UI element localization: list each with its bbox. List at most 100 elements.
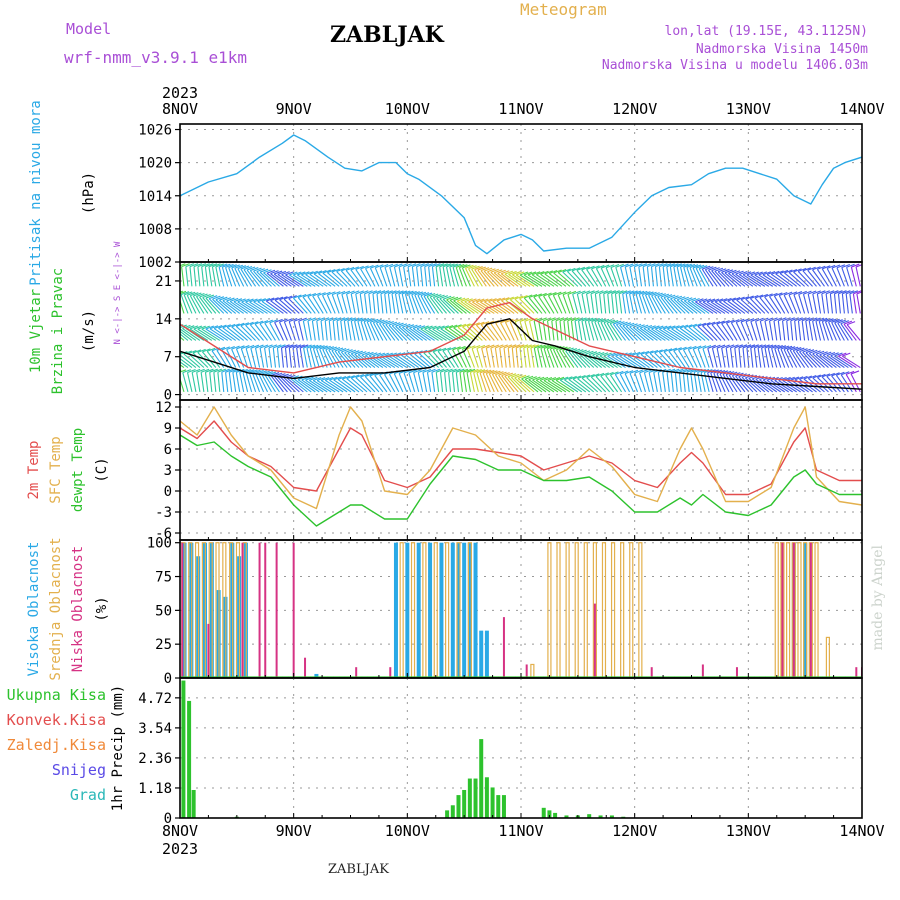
wind-barb xyxy=(368,293,372,314)
wind-barb xyxy=(543,295,555,314)
wind-barb xyxy=(298,317,307,322)
wind-barb xyxy=(457,345,466,350)
cloud-bar xyxy=(355,667,358,678)
wind-barb xyxy=(234,267,245,287)
wind-barb xyxy=(736,318,745,323)
wind-barb xyxy=(647,328,666,341)
wind-barb xyxy=(501,372,510,377)
wind-barb xyxy=(631,351,641,356)
wind-barb xyxy=(350,377,368,393)
wind-barb xyxy=(625,325,642,341)
wind-barb xyxy=(693,323,702,328)
wind-barb xyxy=(812,269,825,287)
wind-barb xyxy=(193,328,213,341)
wind-barb xyxy=(532,379,551,393)
wind-barb xyxy=(754,274,774,287)
wind-barb xyxy=(218,263,228,268)
wind-barb xyxy=(822,265,831,270)
wind-barb xyxy=(692,326,710,341)
wind-barb xyxy=(698,268,710,287)
wind-barb xyxy=(786,349,798,368)
wind-barb xyxy=(533,347,539,368)
wind-barb xyxy=(494,374,507,393)
wind-barb xyxy=(411,291,420,296)
wind-barb xyxy=(834,355,853,368)
wind-barb xyxy=(609,320,619,325)
wind-barb xyxy=(782,317,791,322)
precip-legend-item: Zaledj.Kisa xyxy=(7,736,106,754)
wind-barb xyxy=(412,327,431,341)
cloud-bar xyxy=(292,542,295,678)
wind-barb xyxy=(379,267,388,287)
wind-barb xyxy=(253,267,262,272)
cloud-bar xyxy=(473,542,478,678)
y-tick-label: 25 xyxy=(155,637,172,653)
wind-barb xyxy=(788,291,798,296)
wind-barb xyxy=(347,320,352,341)
wind-barb xyxy=(590,376,607,393)
wind-barb xyxy=(252,372,261,393)
wind-barb xyxy=(297,271,306,276)
wind-barb xyxy=(189,295,201,314)
wind-barb xyxy=(270,273,288,287)
wind-barb xyxy=(677,296,686,301)
wind-barb xyxy=(528,293,538,298)
wind-barb xyxy=(270,270,279,275)
wind-barb xyxy=(750,344,759,349)
wind-barb xyxy=(331,268,341,273)
wind-barb xyxy=(675,324,684,329)
wind-barb xyxy=(607,355,626,368)
wind-barb xyxy=(645,350,654,355)
wind-barb xyxy=(504,322,515,341)
time-tick-bottom: 14NOV xyxy=(839,822,884,840)
wind-barb xyxy=(746,344,756,349)
wind-barb xyxy=(836,371,845,376)
wind-barb xyxy=(643,372,650,393)
wind-barb xyxy=(782,320,786,341)
wind-barb xyxy=(245,348,253,368)
wind-barb xyxy=(692,348,702,368)
wind-barb xyxy=(205,263,214,268)
wind-barb xyxy=(261,300,280,314)
wind-barb xyxy=(802,270,817,287)
wind-barb xyxy=(841,355,861,368)
wind-barb xyxy=(368,290,378,295)
wind-barb xyxy=(599,352,609,357)
wind-barb xyxy=(303,344,312,349)
wind-barb xyxy=(645,291,654,296)
wind-barb xyxy=(245,298,254,303)
wind-barb xyxy=(274,299,292,314)
wind-barb xyxy=(629,326,646,341)
wind-barb xyxy=(790,376,800,381)
wind-barb xyxy=(714,301,734,314)
wind-barb xyxy=(414,353,431,368)
wind-barb xyxy=(358,351,367,356)
wind-barb xyxy=(606,322,619,341)
wind-barb xyxy=(777,345,787,350)
wind-barb xyxy=(480,321,490,326)
wind-barb xyxy=(535,376,545,381)
wind-barb xyxy=(684,324,693,329)
wind-barb xyxy=(778,380,797,393)
wind-barb xyxy=(364,376,380,393)
wind-barb xyxy=(490,347,495,368)
wind-barb xyxy=(464,268,475,287)
y-axis-label: SFC Temp xyxy=(48,436,64,503)
wind-barb xyxy=(333,376,342,381)
wind-barb xyxy=(221,372,225,392)
wind-barb xyxy=(485,347,491,368)
cloud-bar xyxy=(264,542,267,678)
wind-barb xyxy=(812,293,818,314)
wind-barb xyxy=(693,345,702,350)
wind-barb xyxy=(538,317,547,322)
wind-barb xyxy=(245,321,254,326)
wind-barb xyxy=(615,370,624,375)
wind-barb xyxy=(571,270,587,287)
wind-barb xyxy=(333,317,342,322)
wind-barb xyxy=(678,346,687,351)
wind-barb xyxy=(668,350,682,368)
time-tick-bottom: 10NOV xyxy=(385,822,430,840)
wind-barb xyxy=(837,319,846,324)
wind-barb xyxy=(205,368,214,373)
wind-barb xyxy=(380,293,384,314)
